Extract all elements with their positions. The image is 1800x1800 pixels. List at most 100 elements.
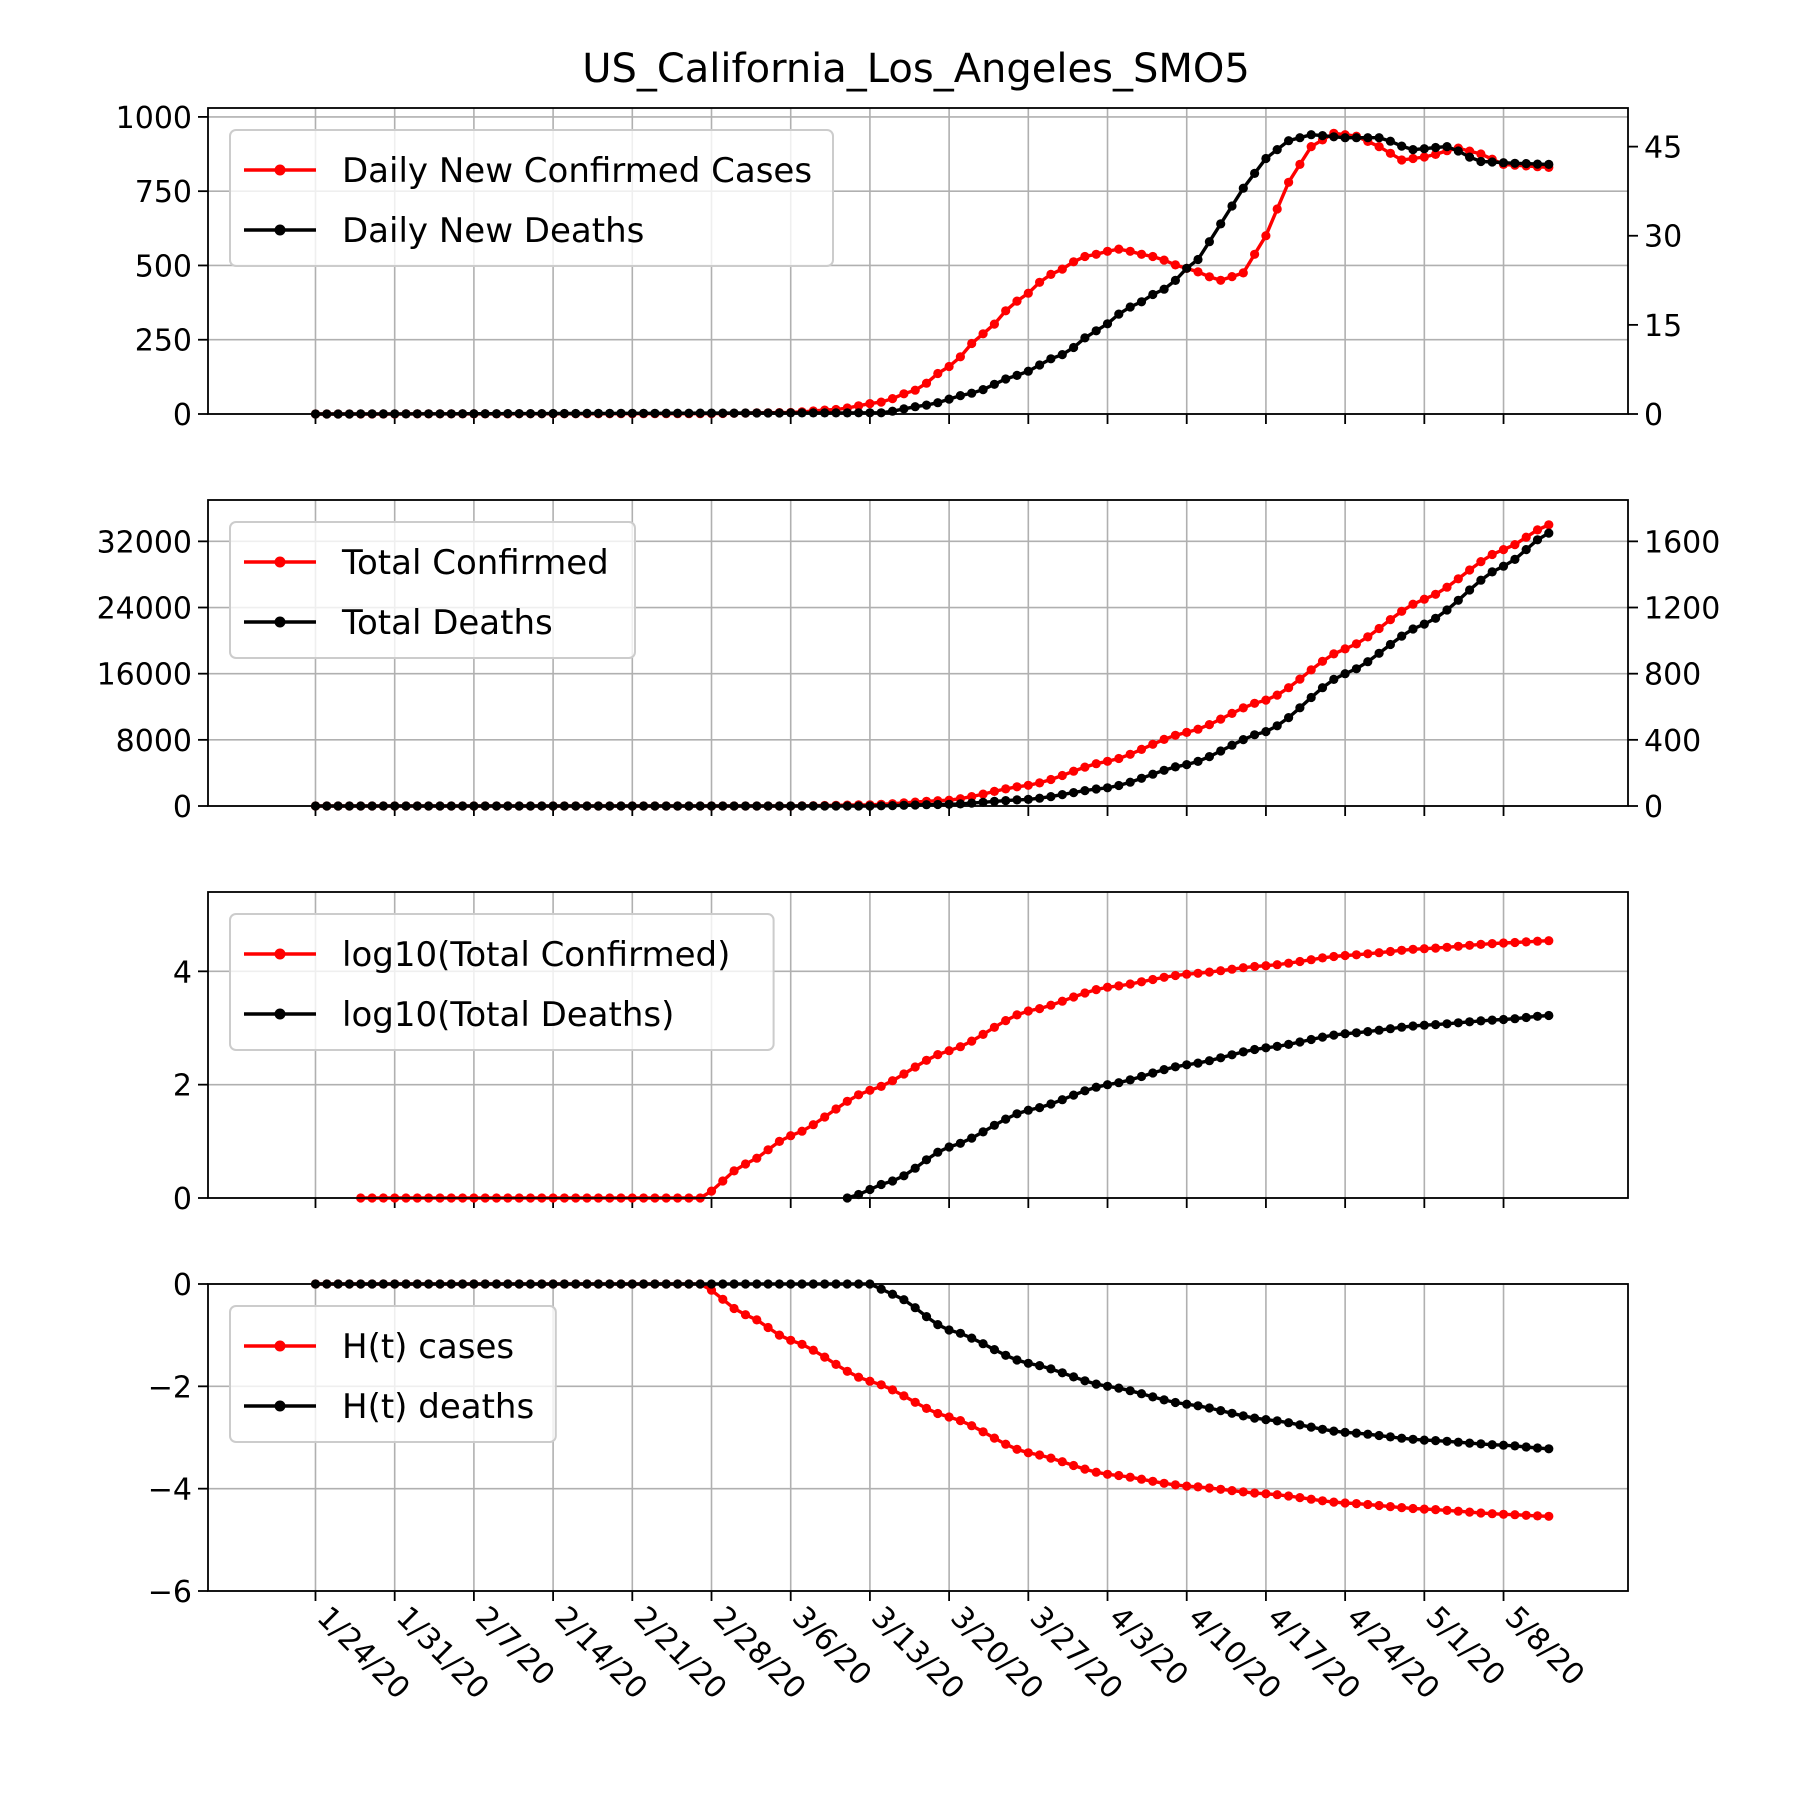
data-point: [1148, 1476, 1158, 1486]
data-point: [1125, 979, 1135, 989]
data-point: [1046, 1099, 1056, 1109]
data-point: [1351, 664, 1361, 674]
data-point: [1069, 992, 1079, 1002]
data-point: [1046, 1453, 1056, 1463]
data-point: [1080, 1376, 1090, 1386]
data-point: [899, 1391, 909, 1401]
data-point: [1351, 639, 1361, 649]
data-point: [1521, 1442, 1531, 1452]
data-point: [1012, 782, 1022, 792]
data-point: [1476, 149, 1486, 159]
data-point: [876, 1284, 886, 1294]
y-tick-label: 1000: [116, 101, 192, 136]
data-point: [887, 1076, 898, 1086]
data-point: [729, 1303, 739, 1314]
data-point: [1374, 1500, 1384, 1511]
data-point: [955, 1042, 966, 1052]
data-point: [1532, 1443, 1543, 1453]
legend-label: Total Deaths: [341, 603, 553, 643]
legend-label: Daily New Deaths: [342, 211, 644, 251]
data-point: [1114, 244, 1124, 254]
data-point: [1204, 967, 1214, 977]
series-log10-total-deaths-: [842, 1010, 1554, 1203]
data-point: [1442, 582, 1452, 592]
y2-tick-label: 0: [1644, 790, 1663, 825]
data-point: [774, 408, 785, 418]
data-point: [1487, 1440, 1497, 1450]
data-point: [989, 796, 1000, 807]
data-point: [1385, 136, 1395, 146]
data-point: [1431, 142, 1441, 153]
data-point: [752, 408, 762, 418]
data-point: [1476, 1508, 1486, 1518]
data-point: [1170, 275, 1180, 285]
data-point: [1295, 1420, 1305, 1430]
data-point: [1250, 698, 1260, 708]
data-point: [887, 1176, 898, 1186]
data-point: [797, 408, 807, 418]
data-point: [989, 1022, 1000, 1032]
data-point: [1329, 1426, 1339, 1436]
data-point: [978, 789, 988, 799]
data-point: [967, 338, 977, 349]
data-point: [1035, 1103, 1045, 1113]
data-point: [1295, 133, 1305, 143]
data-point: [1272, 204, 1282, 214]
data-point: [1408, 944, 1418, 954]
data-point: [1317, 953, 1328, 963]
data-point: [1238, 1411, 1248, 1421]
data-point: [1012, 370, 1022, 380]
data-point: [1340, 1029, 1350, 1039]
data-point: [842, 1366, 852, 1376]
data-point: [1408, 145, 1418, 155]
data-point: [1035, 360, 1045, 370]
data-point: [1442, 942, 1452, 952]
data-point: [1498, 1014, 1509, 1025]
data-point: [1487, 939, 1497, 949]
data-point: [1170, 1062, 1180, 1072]
data-point: [1272, 690, 1282, 700]
data-point: [1510, 554, 1520, 565]
data-point: [1544, 528, 1554, 538]
data-point: [1431, 589, 1441, 599]
data-point: [1374, 1025, 1384, 1035]
data-point: [865, 1376, 875, 1386]
data-point: [786, 408, 796, 418]
data-point: [1465, 565, 1475, 575]
data-point: [1329, 674, 1339, 685]
data-point: [1408, 1434, 1418, 1444]
data-point: [1091, 784, 1101, 794]
data-point: [921, 1403, 932, 1413]
data-point: [1102, 1381, 1113, 1391]
data-point: [1182, 760, 1192, 770]
data-point: [1284, 136, 1294, 146]
data-point: [910, 402, 920, 412]
data-point: [1306, 1034, 1316, 1045]
data-point: [1046, 269, 1056, 279]
y2-tick-label: 0: [1644, 398, 1663, 433]
data-point: [1035, 1450, 1045, 1460]
data-point: [1148, 739, 1158, 749]
legend-label: Daily New Confirmed Cases: [342, 151, 812, 191]
data-point: [1476, 1016, 1486, 1026]
data-point: [1306, 955, 1316, 965]
data-point: [1385, 148, 1395, 158]
data-point: [1114, 1383, 1124, 1393]
data-point: [1317, 1496, 1328, 1506]
data-point: [910, 1163, 920, 1173]
data-point: [1080, 786, 1090, 796]
legend: Total Confirmed Total Deaths: [229, 521, 636, 659]
data-point: [1544, 520, 1554, 530]
data-point: [1069, 1460, 1079, 1471]
data-point: [1261, 231, 1271, 241]
data-point: [1057, 350, 1067, 360]
data-point: [842, 1096, 852, 1106]
data-point: [1340, 1427, 1350, 1437]
data-point: [706, 1186, 717, 1196]
data-point: [1035, 277, 1045, 287]
data-point: [1023, 366, 1033, 376]
data-point: [1385, 615, 1395, 625]
data-point: [944, 361, 954, 372]
data-point: [1193, 1482, 1203, 1492]
